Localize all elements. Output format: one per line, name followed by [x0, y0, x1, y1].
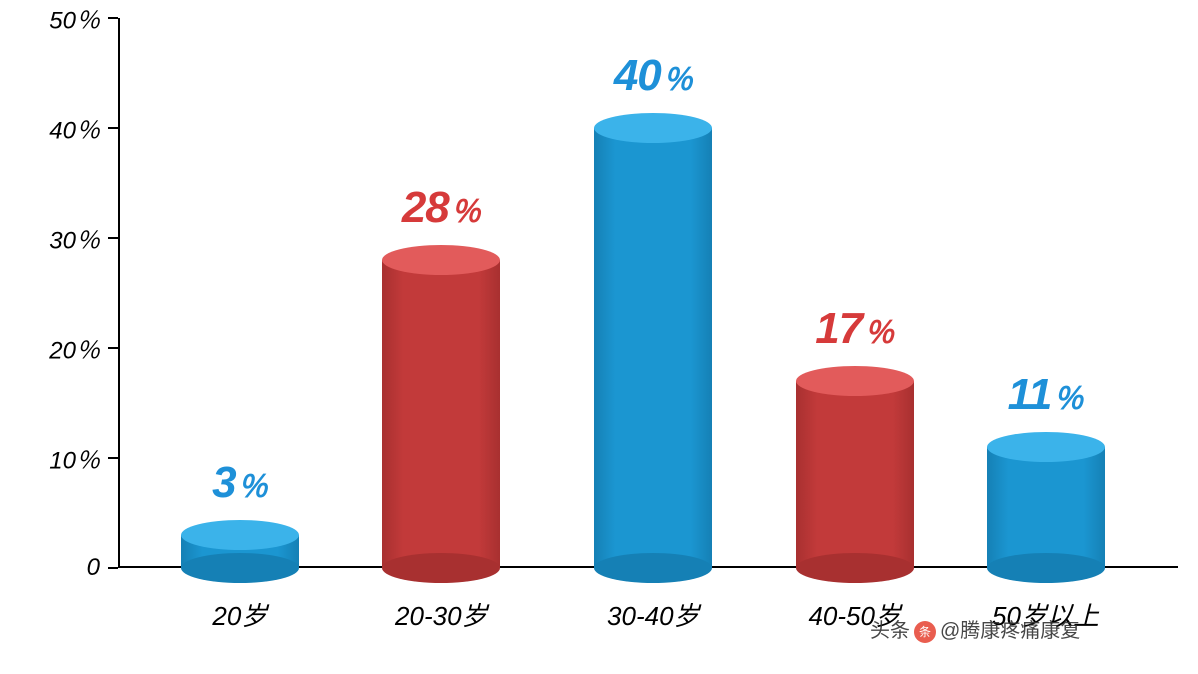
y-tick: [108, 17, 118, 19]
y-tick: [108, 567, 118, 569]
y-axis-label: 40％: [49, 111, 100, 146]
bar-cylinder: 40％: [594, 113, 712, 568]
bar-value-number: 40: [614, 51, 661, 100]
bar-top-ellipse: [181, 520, 299, 550]
bar-value-suffix: ％: [1053, 383, 1083, 416]
y-tick: [108, 457, 118, 459]
toutiao-logo-icon: 条: [914, 621, 936, 643]
bar-body: [987, 447, 1105, 568]
watermark-text: @腾康疼痛康复: [940, 620, 1080, 642]
y-tick: [108, 237, 118, 239]
x-axis-label: 30-40岁: [607, 596, 700, 633]
bar-cylinder: 11％: [987, 432, 1105, 568]
bar-value-suffix: ％: [238, 471, 268, 504]
bar-bottom-ellipse: [796, 553, 914, 583]
bar-value-label: 11％: [1008, 370, 1084, 420]
bar-value-suffix: ％: [451, 196, 481, 229]
bar-cylinder: 3％: [181, 520, 299, 568]
y-axis-label: 30％: [49, 221, 100, 256]
bar-value-label: 40％: [614, 51, 693, 101]
bar-value-label: 17％: [815, 304, 894, 354]
x-axis-label: 20-30岁: [395, 596, 488, 633]
bar-value-label: 3％: [212, 458, 267, 508]
bar-value-number: 3: [212, 458, 235, 507]
bar-body: [796, 381, 914, 568]
bar-value-number: 28: [402, 183, 449, 232]
bar-bottom-ellipse: [382, 553, 500, 583]
y-axis: [118, 18, 120, 568]
source-watermark: 头条条@腾康疼痛康复: [870, 614, 1080, 643]
cylinder-bar-chart: 010％20％30％40％50％3％20岁28％20-30岁40％30-40岁1…: [0, 0, 1198, 674]
bar-top-ellipse: [987, 432, 1105, 462]
y-axis-label: 10％: [49, 441, 100, 476]
bar-bottom-ellipse: [181, 553, 299, 583]
bar-body: [382, 260, 500, 568]
watermark-prefix: 头条: [870, 620, 910, 642]
x-axis-label: 20岁: [212, 596, 267, 633]
bar-value-number: 11: [1008, 370, 1052, 419]
bar-top-ellipse: [382, 245, 500, 275]
bar-top-ellipse: [796, 366, 914, 396]
bar-top-ellipse: [594, 113, 712, 143]
bar-cylinder: 17％: [796, 366, 914, 568]
y-tick: [108, 347, 118, 349]
plot-area: 010％20％30％40％50％3％20岁28％20-30岁40％30-40岁1…: [118, 18, 1178, 568]
bar-cylinder: 28％: [382, 245, 500, 568]
bar-bottom-ellipse: [594, 553, 712, 583]
y-tick: [108, 127, 118, 129]
bar-value-suffix: ％: [663, 64, 693, 97]
y-axis-label: 20％: [49, 331, 100, 366]
bar-body: [594, 128, 712, 568]
y-axis-label: 50％: [49, 1, 100, 36]
y-axis-label: 0: [87, 554, 100, 582]
bar-value-number: 17: [815, 304, 862, 353]
bar-value-label: 28％: [402, 183, 481, 233]
bar-value-suffix: ％: [864, 317, 894, 350]
bar-bottom-ellipse: [987, 553, 1105, 583]
